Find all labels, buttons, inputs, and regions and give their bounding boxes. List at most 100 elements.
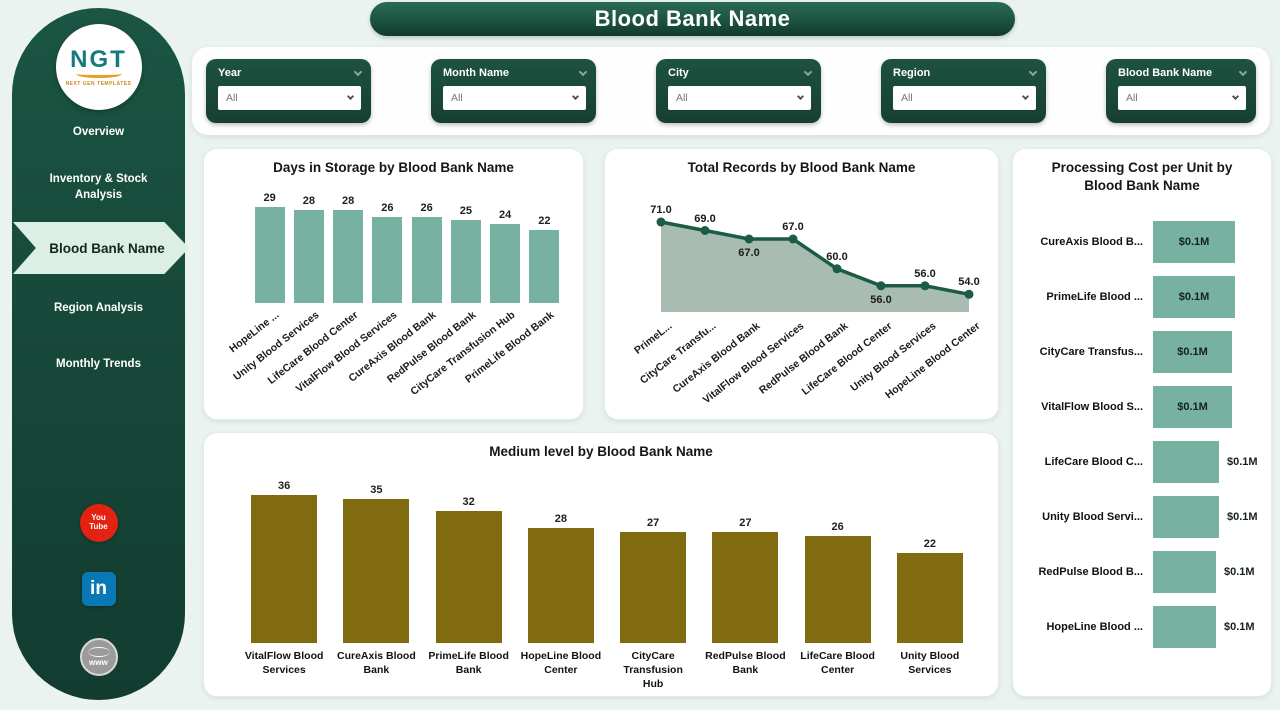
website-text: www: [89, 658, 108, 667]
bar-value-label: $0.1M: [1178, 236, 1210, 248]
chevron-down-icon[interactable]: [1238, 67, 1248, 76]
bar-0[interactable]: [251, 495, 318, 643]
chart-title: Medium level by Blood Bank Name: [489, 444, 713, 459]
hbar-2[interactable]: $0.1M: [1153, 331, 1232, 373]
filter-header: Year: [218, 67, 363, 79]
bar-track: $0.1M: [1153, 221, 1261, 263]
data-point-2[interactable]: [744, 234, 754, 244]
blood-bank-name-dropdown[interactable]: All: [1118, 86, 1246, 110]
category-label: CityCare Transfus...: [1039, 346, 1143, 358]
year-dropdown[interactable]: All: [218, 86, 361, 110]
data-point-4[interactable]: [832, 264, 842, 274]
page-title: Blood Bank Name: [370, 2, 1015, 36]
hbar-7[interactable]: [1153, 606, 1216, 648]
data-point-1[interactable]: [700, 226, 710, 235]
sidebar-item-inventory-stock-analysis[interactable]: Inventory & Stock Analysis: [49, 172, 148, 201]
bar-track: $0.1M: [1153, 551, 1261, 593]
category-label: VitalFlow Blood S...: [1041, 401, 1143, 413]
region-dropdown[interactable]: All: [893, 86, 1036, 110]
dropdown-value: All: [676, 92, 688, 104]
bar-value-label: $0.1M: [1224, 566, 1255, 578]
filter-card-city: City All: [656, 59, 821, 123]
bar-7[interactable]: [529, 230, 560, 303]
linkedin-icon[interactable]: in: [81, 572, 116, 606]
sidebar-item-blood-bank-name[interactable]: Blood Bank Name: [13, 222, 189, 274]
chevron-down-icon[interactable]: [803, 67, 813, 76]
chart-title: Total Records by Blood Bank Name: [687, 160, 916, 175]
chevron-down-icon[interactable]: [578, 67, 588, 76]
month-name-dropdown[interactable]: All: [443, 86, 586, 110]
data-point-label: 56.0: [914, 268, 936, 280]
bar-column: 29: [250, 189, 289, 303]
bar-value-label: 28: [302, 195, 315, 207]
bar-column: 25: [446, 189, 485, 303]
table-row: PrimeLife Blood ... $0.1M: [1025, 276, 1261, 318]
filter-header: Blood Bank Name: [1118, 67, 1248, 79]
website-globe-icon[interactable]: www: [79, 638, 118, 676]
hbar-1[interactable]: $0.1M: [1153, 276, 1235, 318]
bar-1[interactable]: [293, 210, 324, 303]
sidebar-item-label: Blood Bank Name: [49, 240, 165, 256]
data-point-3[interactable]: [788, 234, 798, 244]
bar-6[interactable]: [804, 536, 871, 643]
x-axis-label: PrimeLife Blood Bank: [428, 650, 509, 677]
area-chart-svg: [656, 217, 974, 312]
bar-column: 27: [699, 477, 791, 643]
filter-label: Region: [893, 67, 931, 79]
bar-value-label: $0.1M: [1227, 456, 1258, 468]
ngt-logo: NGT NEXT GEN TEMPLATES: [55, 24, 142, 110]
bar-value-label: $0.1M: [1178, 291, 1210, 303]
bar-column: 24: [486, 189, 525, 303]
processing-cost-rows: CureAxis Blood B... $0.1M PrimeLife Blood …: [1025, 221, 1261, 661]
bar-6[interactable]: [490, 224, 521, 303]
bar-track: $0.1M: [1153, 496, 1261, 538]
data-point-label: 69.0: [694, 213, 716, 225]
sidebar-item-region-analysis[interactable]: Region Analysis: [53, 301, 144, 314]
bar-2[interactable]: [435, 511, 502, 643]
chevron-down-icon[interactable]: [353, 67, 363, 76]
bar-2[interactable]: [333, 210, 364, 303]
bar-value-label: 35: [370, 484, 383, 496]
hbar-4[interactable]: [1153, 441, 1219, 483]
bar-7[interactable]: [896, 553, 963, 643]
sidebar-item-overview[interactable]: Overview: [72, 125, 125, 138]
bar-track: $0.1M: [1153, 331, 1261, 373]
bar-5[interactable]: [450, 220, 481, 303]
sidebar-item-monthly-trends[interactable]: Monthly Trends: [56, 357, 141, 370]
hbar-5[interactable]: [1153, 496, 1219, 538]
filter-header: Month Name: [443, 67, 588, 79]
hbar-3[interactable]: $0.1M: [1153, 386, 1232, 428]
bar-3[interactable]: [372, 217, 403, 303]
bar-column: 32: [423, 477, 515, 643]
data-point-0[interactable]: [656, 217, 666, 227]
chart-title: Processing Cost per Unit by Blood Bank N…: [1051, 160, 1233, 193]
filter-card-blood-bank-name: Blood Bank Name All: [1106, 59, 1256, 123]
table-row: HopeLine Blood ... $0.1M: [1025, 606, 1261, 648]
bar-value-label: $0.1M: [1177, 401, 1208, 413]
bar-value-label: 36: [278, 480, 291, 492]
bar-4[interactable]: [620, 532, 687, 643]
hbar-0[interactable]: $0.1M: [1153, 221, 1235, 263]
dropdown-value: All: [901, 92, 913, 104]
city-dropdown[interactable]: All: [668, 86, 811, 110]
bar-0[interactable]: [254, 207, 285, 303]
bar-column: 26: [368, 189, 407, 303]
data-point-5[interactable]: [876, 281, 886, 291]
bar-value-label: 27: [739, 517, 752, 529]
bar-5[interactable]: [712, 532, 779, 643]
chart-title: Days in Storage by Blood Bank Name: [273, 160, 514, 175]
chevron-down-icon[interactable]: [1028, 67, 1038, 76]
data-point-6[interactable]: [920, 281, 930, 291]
bar-4[interactable]: [411, 217, 442, 303]
data-point-7[interactable]: [964, 289, 974, 299]
bar-3[interactable]: [527, 528, 594, 643]
bar-value-label: 24: [499, 209, 512, 221]
chevron-down-icon: [1231, 92, 1240, 101]
x-axis-label: CureAxis Blood Bank: [336, 650, 416, 677]
bar-column: 28: [329, 189, 368, 303]
bar-1[interactable]: [343, 499, 410, 643]
hbar-6[interactable]: [1153, 551, 1216, 593]
youtube-icon[interactable]: You Tube: [79, 504, 118, 542]
bar-column: 28: [289, 189, 328, 303]
bar-column: 36: [238, 477, 330, 643]
